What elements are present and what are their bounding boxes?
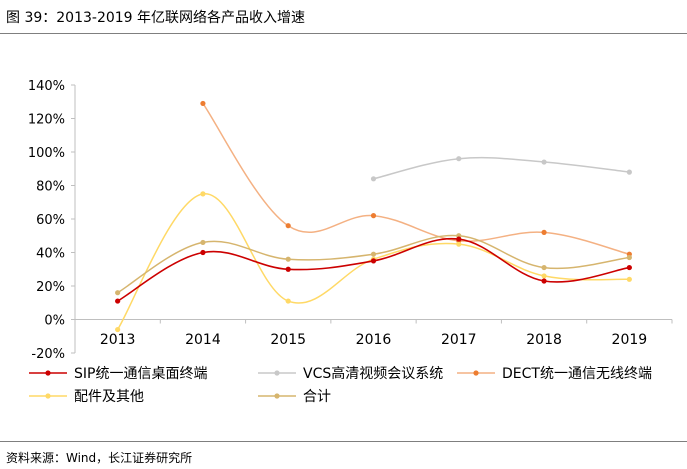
source-note: 资料来源：Wind，长江证券研究所 <box>6 451 193 465</box>
legend-swatch-marker <box>274 393 280 399</box>
data-point-vcs <box>456 156 462 162</box>
x-tick-label: 2018 <box>526 332 562 348</box>
data-point-parts <box>541 273 547 279</box>
data-point-parts <box>200 191 206 197</box>
legend-item-total: 合计 <box>258 389 331 405</box>
data-point-dect <box>370 213 377 219</box>
legend-swatch-marker <box>274 370 280 376</box>
chart-canvas: -20% 0% 20% 40% 60% 80% 100% 120% 140% 2013 2014 20… <box>28 79 673 405</box>
legend-item-vcs: VCS高清视频会议系统 <box>258 365 443 382</box>
data-point-sip <box>285 266 291 272</box>
data-point-sip <box>370 258 377 264</box>
legend-item-dect: DECT统一通信无线终端 <box>457 366 652 382</box>
data-point-vcs <box>370 176 377 182</box>
y-tick-label: 60% <box>36 213 65 228</box>
y-tick-label: -20% <box>31 347 65 362</box>
axis-layer: -20% 0% 20% 40% 60% 80% 100% 120% 140% 2013 2014 20… <box>28 79 673 362</box>
data-point-vcs <box>626 169 632 175</box>
x-tick-label: 2017 <box>441 332 477 348</box>
series-dect <box>200 100 632 257</box>
series-layer <box>115 100 632 333</box>
data-point-total <box>626 254 632 261</box>
series-line-parts <box>116 193 630 330</box>
data-point-total <box>370 251 377 257</box>
y-tick-label: 100% <box>28 146 65 161</box>
x-tick-label: 2015 <box>270 332 306 348</box>
series-line-vcs <box>373 156 630 180</box>
y-tick-label: 80% <box>36 180 65 195</box>
series-vcs <box>370 156 632 182</box>
data-point-sip <box>200 249 206 256</box>
series-line-dect <box>202 102 630 255</box>
chart-title: 图 39：2013-2019 年亿联网络各产品收入增速 <box>6 10 306 26</box>
title-divider <box>0 33 687 34</box>
y-tick-label: 40% <box>36 247 65 262</box>
data-point-dect <box>541 229 547 235</box>
data-point-dect <box>200 100 206 107</box>
y-tick-label: 0% <box>44 314 65 329</box>
data-point-parts <box>285 298 291 304</box>
series-sip <box>115 236 632 304</box>
data-point-sip <box>456 236 462 242</box>
x-tick-label: 2019 <box>612 332 648 348</box>
series-line-sip <box>117 237 630 302</box>
data-point-dect <box>285 223 291 229</box>
data-point-total <box>285 256 291 262</box>
source-divider <box>0 441 687 442</box>
legend-swatch-marker <box>473 370 479 376</box>
legend-swatch-marker <box>45 370 51 376</box>
data-point-vcs <box>541 159 547 165</box>
legend-label: DECT统一通信无线终端 <box>502 366 652 382</box>
legend-label: VCS高清视频会议系统 <box>303 365 443 382</box>
data-point-sip <box>626 264 632 271</box>
data-point-parts <box>115 326 121 333</box>
y-tick-label: 20% <box>36 280 65 295</box>
data-point-sip <box>115 298 121 304</box>
legend-label: 配件及其他 <box>74 389 144 405</box>
data-point-total <box>200 239 206 246</box>
legend-label: SIP统一通信桌面终端 <box>74 366 207 382</box>
legend-item-parts: 配件及其他 <box>29 389 144 405</box>
data-point-parts <box>456 241 462 247</box>
data-point-total <box>541 264 547 271</box>
legend-swatch-marker <box>45 393 51 399</box>
x-tick-label: 2014 <box>185 332 221 348</box>
legend-label: 合计 <box>303 389 331 405</box>
legend-item-sip: SIP统一通信桌面终端 <box>29 366 207 382</box>
y-tick-label: 120% <box>28 113 65 128</box>
x-tick-label: 2016 <box>356 332 392 348</box>
data-point-sip <box>541 278 547 284</box>
x-tick-label: 2013 <box>100 332 136 348</box>
data-point-total <box>115 290 121 296</box>
series-total <box>115 233 632 296</box>
data-point-parts <box>626 276 632 282</box>
series-line-total <box>117 234 630 294</box>
y-tick-label: 140% <box>28 79 65 94</box>
